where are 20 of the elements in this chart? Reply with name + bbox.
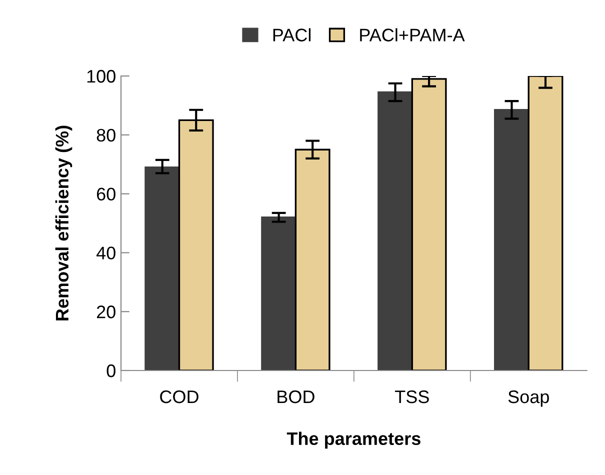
y-tick-label: 60	[96, 188, 116, 201]
bar	[144, 166, 180, 370]
bar	[528, 76, 564, 370]
y-tick-label: 40	[96, 246, 116, 260]
x-tick-label: COD	[160, 390, 198, 404]
bar	[494, 109, 530, 370]
legend-label: PACl+PAM-A	[360, 28, 465, 42]
bar	[378, 91, 413, 370]
y-axis-title: Removal efficiency (%)	[55, 126, 72, 320]
y-tick-label: 100	[87, 70, 116, 83]
x-tick-label: TSS	[395, 390, 429, 404]
y-tick-label: 80	[96, 128, 116, 142]
legend-label: PACl	[273, 28, 310, 42]
bar	[261, 216, 297, 370]
x-axis-title: The parameters	[286, 432, 420, 449]
x-tick-label: Soap	[508, 390, 549, 407]
bar	[411, 78, 447, 370]
y-tick-label: 0	[106, 364, 116, 378]
x-tick-label: BOD	[278, 390, 314, 404]
y-tick-label: 20	[96, 306, 116, 318]
